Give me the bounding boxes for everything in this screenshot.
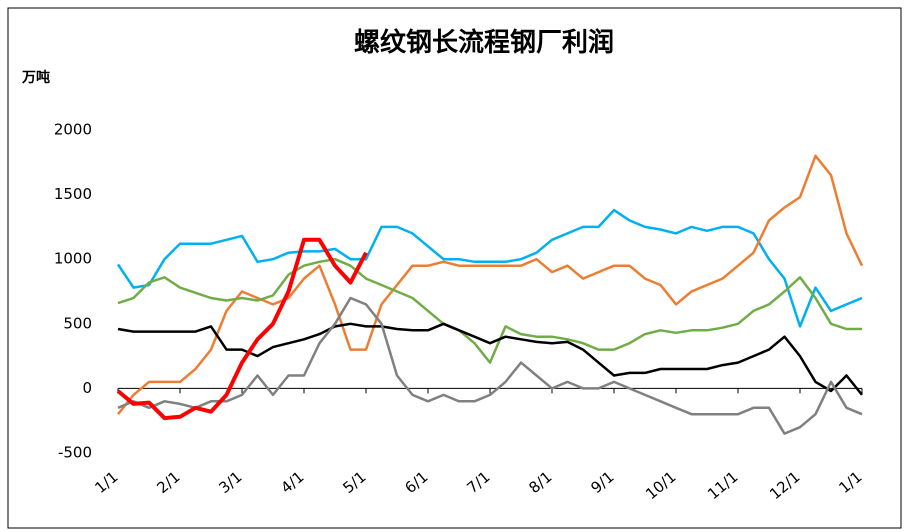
y-tick-label: -500 bbox=[58, 444, 92, 462]
series-line bbox=[117, 296, 863, 435]
y-tick-label: 1500 bbox=[54, 185, 92, 203]
series-line bbox=[117, 257, 862, 364]
y-tick-label: 1000 bbox=[54, 250, 92, 268]
y-tick-label: 2000 bbox=[54, 121, 92, 139]
series-line bbox=[116, 237, 368, 421]
chart-title: 螺纹钢长流程钢厂利润 bbox=[354, 27, 614, 58]
series-line bbox=[117, 322, 863, 396]
y-unit: 万吨 bbox=[21, 69, 50, 86]
y-tick-label: 500 bbox=[63, 314, 92, 332]
series-line bbox=[116, 208, 863, 328]
y-tick-label: 0 bbox=[82, 379, 92, 397]
frame bbox=[7, 7, 902, 529]
series-line bbox=[117, 154, 864, 415]
